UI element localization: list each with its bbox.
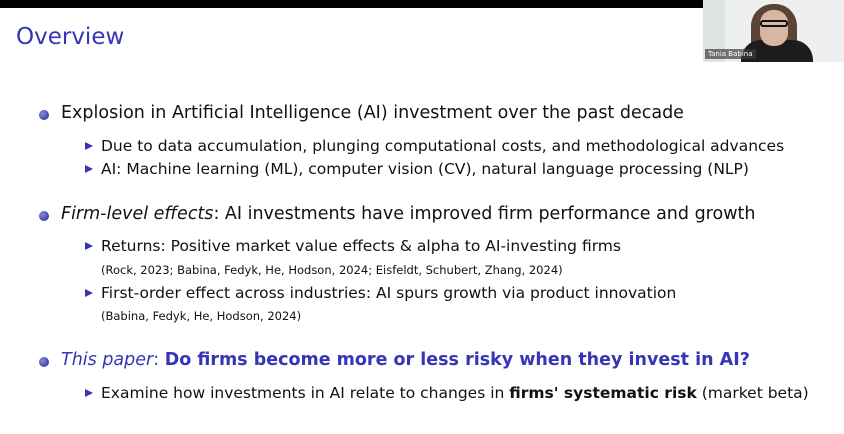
speaker-glasses	[760, 20, 788, 27]
emphasis: firms' systematic risk	[509, 384, 697, 402]
top-black-bar	[0, 0, 703, 8]
text: (market beta)	[696, 384, 809, 402]
citation: (Rock, 2023; Babina, Fedyk, He, Hodson, …	[101, 263, 563, 277]
bullet-icon	[39, 110, 49, 120]
citation: (Babina, Fedyk, He, Hodson, 2024)	[101, 309, 302, 323]
triangle-bullet-icon	[85, 165, 93, 173]
text: : AI investments have improved firm perf…	[213, 204, 756, 224]
text: :	[153, 350, 165, 370]
emphasis: This paper	[61, 350, 154, 370]
triangle-bullet-icon	[85, 242, 93, 250]
text: Examine how investments in AI relate to …	[101, 384, 510, 402]
sub-bullet-drivers: Due to data accumulation, plunging compu…	[101, 137, 785, 155]
bullet-icon	[39, 211, 49, 221]
bullet-icon	[39, 357, 49, 367]
bullet-ai-investment: Explosion in Artificial Intelligence (AI…	[61, 103, 684, 123]
speaker-face	[760, 10, 788, 46]
triangle-bullet-icon	[85, 389, 93, 397]
bullet-firm-level-effects: Firm-level effects: AI investments have …	[61, 204, 755, 224]
triangle-bullet-icon	[85, 142, 93, 150]
sub-bullet-first-order: First-order effect across industries: AI…	[101, 284, 677, 302]
emphasis: Firm-level effects	[61, 204, 214, 224]
speaker-body	[741, 40, 813, 62]
bullet-this-paper: This paper: Do firms become more or less…	[61, 350, 750, 370]
speaker-name-label: Tania Babina	[705, 49, 756, 59]
sub-bullet-ai-definition: AI: Machine learning (ML), computer visi…	[101, 160, 749, 178]
research-question: Do firms become more or less risky when …	[164, 350, 750, 370]
triangle-bullet-icon	[85, 289, 93, 297]
slide-title: Overview	[16, 24, 125, 50]
sub-bullet-examine: Examine how investments in AI relate to …	[101, 384, 809, 402]
speaker-video-thumbnail[interactable]: Tania Babina	[703, 0, 844, 62]
sub-bullet-returns: Returns: Positive market value effects &…	[101, 237, 621, 255]
